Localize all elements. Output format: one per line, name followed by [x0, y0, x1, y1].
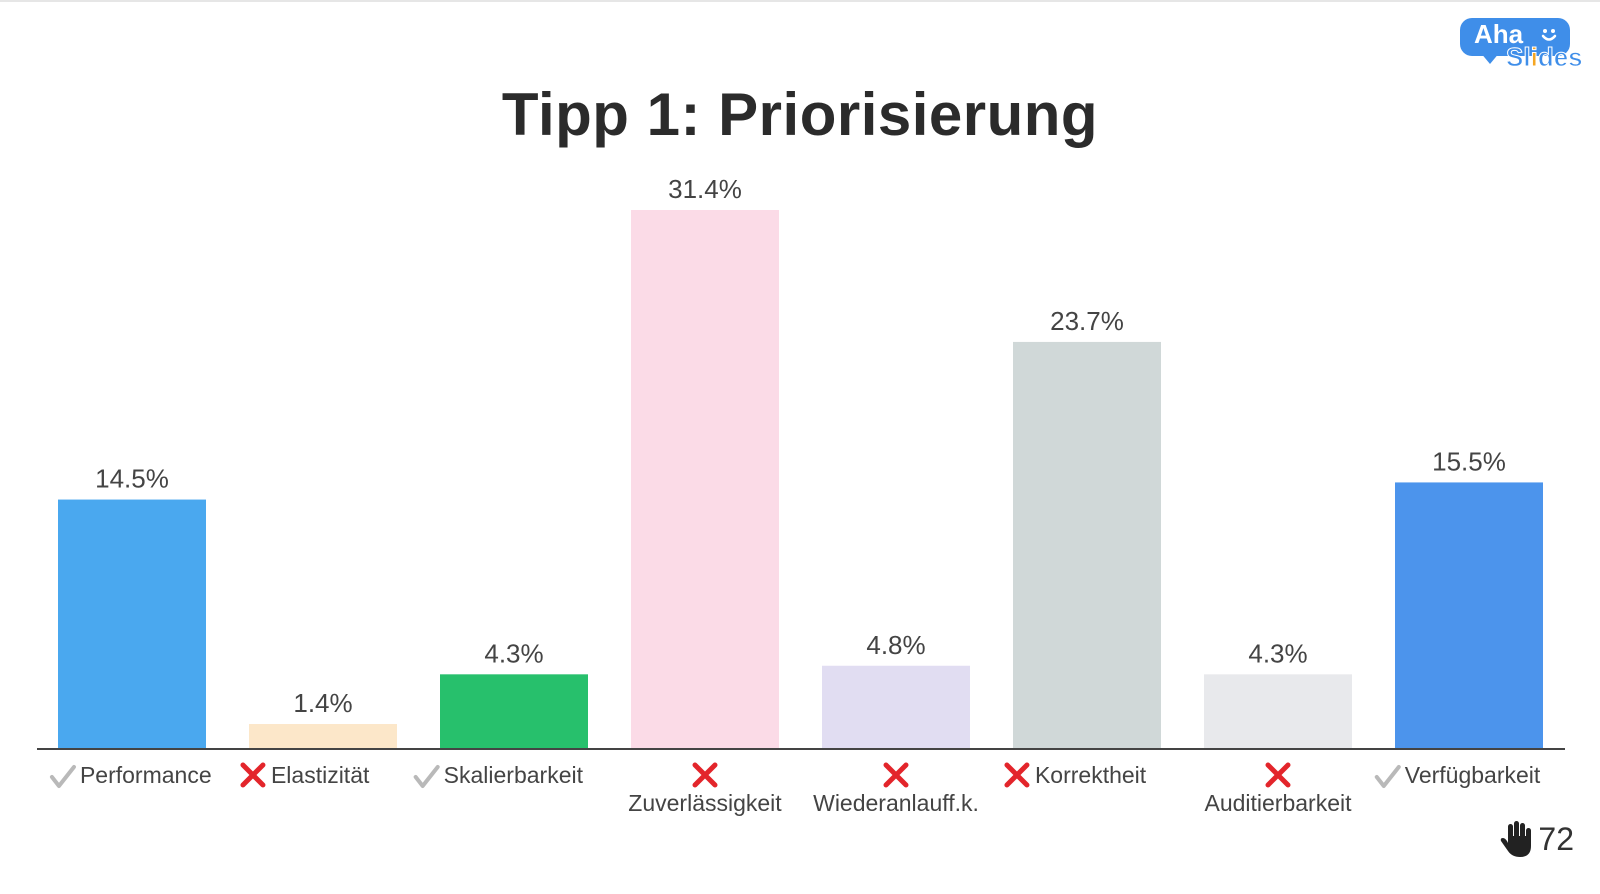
- response-count-value: 72: [1538, 820, 1574, 857]
- bar-value-label: 15.5%: [1432, 446, 1506, 476]
- logo-text-slides-suffix: des: [1537, 42, 1583, 73]
- ahaslides-logo: Aha Slides: [1460, 16, 1588, 73]
- bar-value-label: 23.7%: [1050, 306, 1124, 336]
- check-icon: [49, 765, 76, 788]
- bar-value-label: 4.8%: [866, 630, 925, 660]
- category-label: Auditierbarkeit: [1204, 790, 1352, 816]
- logo-speech-bubble: [1460, 18, 1570, 56]
- bar: [631, 210, 779, 748]
- bar: [1204, 674, 1352, 748]
- logo-text-aha: Aha: [1474, 19, 1524, 49]
- bar-value-label: 4.3%: [484, 638, 543, 668]
- logo-text-slides-prefix: Sl: [1506, 42, 1532, 73]
- slide-title: Tipp 1: Priorisierung: [501, 81, 1099, 148]
- bar: [440, 674, 588, 748]
- bar-value-label: 1.4%: [293, 688, 352, 718]
- cross-icon: [692, 762, 718, 788]
- bar-value-label: 4.3%: [1248, 638, 1307, 668]
- logo-bubble-tail: [1480, 52, 1500, 64]
- hand-icon: [1501, 821, 1532, 857]
- category-label: Skalierbarkeit: [444, 762, 584, 788]
- bar-value-label: 14.5%: [95, 464, 169, 494]
- bar: [1395, 482, 1543, 748]
- cross-icon: [1265, 762, 1291, 788]
- bar: [249, 724, 397, 748]
- cross-icon: [240, 762, 266, 788]
- category-label: Elastizität: [271, 762, 370, 788]
- logo-text-slides: Slides: [1506, 42, 1584, 73]
- category-label: Wiederanlauff.k.: [813, 790, 979, 816]
- category-label: Korrektheit: [1035, 762, 1147, 788]
- bar-value-label: 31.4%: [668, 174, 742, 204]
- bar: [1013, 341, 1161, 748]
- bar: [822, 665, 970, 748]
- check-icon: [1374, 765, 1401, 788]
- category-label: Zuverlässigkeit: [628, 790, 782, 816]
- category-label: Verfügbarkeit: [1405, 762, 1541, 788]
- cross-icon: [883, 762, 909, 788]
- bar: [58, 499, 206, 748]
- check-icon: [413, 765, 440, 788]
- cross-icon: [1004, 762, 1030, 788]
- logo-smile-icon: [1541, 29, 1557, 41]
- top-divider: [0, 0, 1600, 2]
- category-label: Performance: [80, 762, 212, 788]
- response-count: 72: [1500, 820, 1574, 858]
- logo-text-slides-accent: i: [1530, 42, 1538, 73]
